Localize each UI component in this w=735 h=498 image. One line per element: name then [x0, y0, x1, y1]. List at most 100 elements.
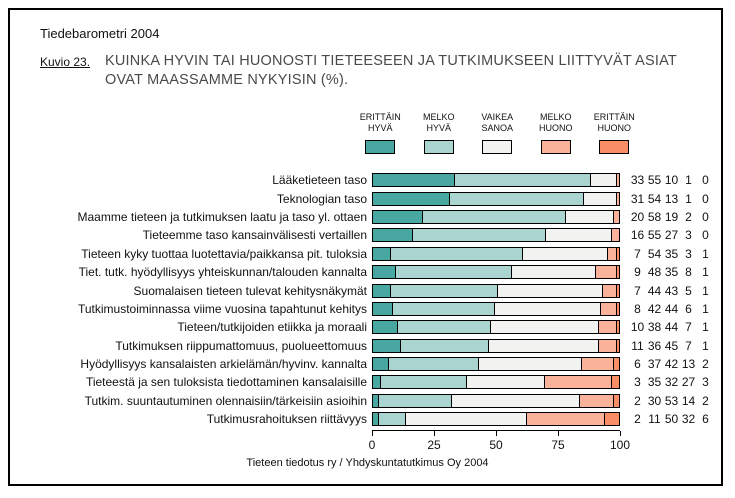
bar-segment: [372, 301, 394, 316]
value-label: 7: [634, 283, 641, 298]
value-label: 1: [702, 338, 709, 353]
value-label: 44: [647, 283, 662, 298]
row-label: Tieteemme taso kansainvälisesti vertaill…: [142, 228, 367, 243]
bar-segment: [454, 173, 591, 188]
value-label: 2: [634, 412, 641, 427]
bar-segment: [510, 265, 597, 280]
bar-row: Teknologian taso 31 54 13 1 0: [0, 189, 735, 207]
value-label: 54: [647, 246, 662, 261]
bar-segment: [372, 283, 391, 298]
value-label: 30: [647, 393, 662, 408]
value-label: 3: [685, 246, 692, 261]
row-label: Tutkimusrahoituksen riittävyys: [206, 412, 367, 427]
stacked-bar: [372, 246, 621, 261]
value-label: 1: [702, 265, 709, 280]
row-values: 31 54 13 1 0: [629, 192, 714, 206]
bar-segment: [487, 338, 599, 353]
legend-item: ERITTÄIN HUONO: [585, 112, 644, 154]
row-label: Tieteen kyky tuottaa luotettavia/paikkan…: [81, 246, 367, 261]
row-label: Teknologian taso: [276, 191, 367, 206]
value-label: 3: [702, 375, 709, 390]
value-label: 0: [702, 228, 709, 243]
value-label: 3: [685, 228, 692, 243]
value-label: 37: [647, 357, 662, 372]
bar-segment: [389, 246, 523, 261]
legend-label: MELKO HUONO: [539, 112, 573, 133]
stacked-bar: [372, 191, 620, 206]
value-label: 38: [647, 320, 662, 335]
value-label: 35: [664, 246, 679, 261]
row-values: 33 55 10 1 0: [629, 173, 714, 187]
axis-tick-label: 0: [368, 438, 376, 452]
bar-segment: [613, 393, 620, 408]
row-values: 10 38 44 7 1: [629, 320, 714, 334]
bar-segment: [372, 357, 389, 372]
bar-segment: [578, 393, 615, 408]
chart-title: KUINKA HYVIN TAI HUONOSTI TIETEESEEN JA …: [105, 53, 677, 88]
legend-swatch: [540, 140, 571, 154]
bar-row: Suomalaisen tieteen tulevat kehitysnäkym…: [0, 281, 735, 299]
bar-segment: [615, 265, 620, 280]
value-label: 50: [664, 412, 679, 427]
axis-tick: [619, 431, 621, 436]
value-label: 42: [664, 357, 679, 372]
value-label: 7: [634, 246, 641, 261]
stacked-bar: [372, 301, 620, 316]
bar-row: Lääketieteen taso 33 55 10 1 0: [0, 171, 735, 189]
row-values: 8 42 44 6 1: [629, 302, 714, 316]
legend-item: VAIKEA SANOA: [468, 112, 527, 154]
value-label: 44: [664, 301, 679, 316]
bar-row: Tutkimusrahoituksen riittävyys 2 11 50 32 6: [0, 410, 735, 428]
value-label: 42: [647, 301, 662, 316]
bar-segment: [372, 173, 455, 188]
bar-segment: [389, 283, 499, 298]
legend-swatch: [599, 140, 630, 154]
row-label: Suomalaisen tieteen tulevat kehitysnäkym…: [133, 283, 367, 298]
bar-segment: [595, 265, 617, 280]
axis-tick-label: 25: [427, 438, 441, 452]
value-label: 55: [647, 173, 662, 188]
bar-segment: [590, 173, 617, 188]
bar-segment: [615, 173, 620, 188]
bar-segment: [377, 412, 407, 427]
bar-segment: [372, 320, 399, 335]
stacked-bar: [372, 320, 620, 335]
value-label: 1: [702, 320, 709, 335]
value-label: 6: [702, 412, 709, 427]
value-label: 35: [647, 375, 662, 390]
bar-segment: [544, 375, 612, 390]
value-label: 1: [702, 283, 709, 298]
row-values: 7 54 35 3 1: [629, 247, 714, 261]
bar-segment: [372, 209, 424, 224]
legend-label: VAIKEA SANOA: [481, 112, 514, 133]
bar-segment: [465, 375, 546, 390]
row-values: 16 55 27 3 0: [629, 228, 714, 242]
bar-segment: [449, 191, 584, 206]
bar-segment: [372, 228, 413, 243]
value-label: 32: [664, 375, 679, 390]
value-label: 35: [664, 265, 679, 280]
bar-row: Tieteestä ja sen tuloksista tiedottamine…: [0, 373, 735, 391]
row-label: Tutkimuksen riippumattomuus, puolueettom…: [115, 338, 367, 353]
value-label: 33: [630, 173, 645, 188]
value-label: 19: [664, 209, 679, 224]
bar-segment: [372, 191, 451, 206]
value-label: 10: [664, 173, 679, 188]
bar-row: Tutkimustoiminnassa viime vuosina tapaht…: [0, 300, 735, 318]
row-label: Hyödyllisyys kansalaisten arkielämän/hyv…: [80, 357, 367, 372]
value-label: 0: [702, 173, 709, 188]
legend-label: ERITTÄIN HUONO: [593, 112, 635, 133]
value-label: 1: [685, 173, 692, 188]
row-values: 7 44 43 5 1: [629, 284, 714, 298]
bar-row: Maamme tieteen ja tutkimuksen laatu ja t…: [0, 208, 735, 226]
bar-segment: [399, 338, 489, 353]
bar-segment: [580, 357, 615, 372]
bar-row: Tiet. tutk. hyödyllisyys yhteiskunnan/ta…: [0, 263, 735, 281]
bar-segment: [597, 320, 617, 335]
value-label: 55: [647, 228, 662, 243]
legend-swatch: [482, 140, 513, 154]
value-label: 13: [681, 357, 696, 372]
axis-tick: [371, 431, 373, 436]
value-label: 14: [681, 393, 696, 408]
